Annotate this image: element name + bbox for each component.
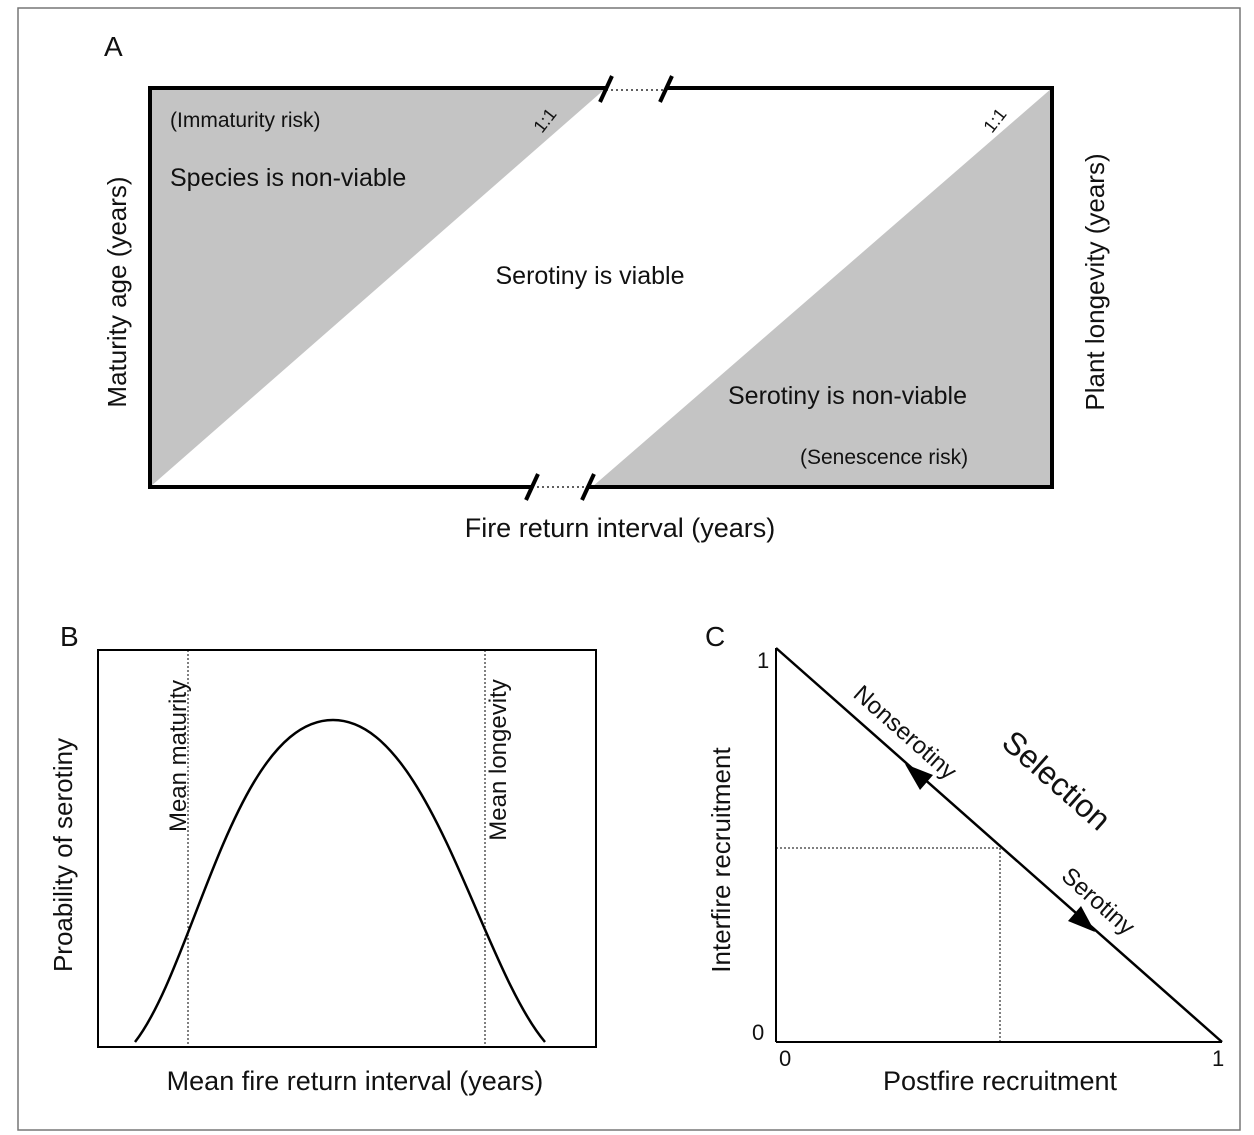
region-label: Serotiny is viable — [496, 262, 685, 290]
region-label: Serotiny is non-viable — [728, 382, 967, 410]
panel-label: B — [60, 621, 79, 652]
panel-a: A (Immaturity risk) 1:1 Species is non-v… — [102, 31, 1110, 543]
axis-value: 1 — [1212, 1046, 1224, 1071]
line-label: Mean maturity — [165, 680, 192, 832]
y-axis-label: Maturity age (years) — [102, 176, 132, 407]
break-mark — [580, 473, 596, 501]
probability-curve — [134, 718, 546, 1043]
axis-value: 0 — [752, 1020, 764, 1045]
x-axis-label: Fire return interval (years) — [465, 513, 776, 543]
x-axis-label: Mean fire return interval (years) — [167, 1066, 544, 1096]
tradeoff-line — [775, 647, 1223, 1043]
region-note: (Immaturity risk) — [170, 109, 321, 132]
panel-label: A — [104, 31, 123, 62]
frame-a-right — [588, 86, 1054, 489]
immaturity-region — [150, 88, 606, 487]
break-mark — [524, 473, 540, 501]
y-axis-label: Interfire recruitment — [706, 747, 736, 973]
panel-b: B Mean maturity Mean longevity Proabilit… — [48, 621, 597, 1096]
arrow-head — [905, 764, 933, 790]
axis-value: 1 — [757, 648, 769, 673]
arrow-head — [1068, 906, 1095, 932]
region-label: Species is non-viable — [170, 164, 406, 192]
line-label: Mean longevity — [485, 679, 512, 840]
plot-frame — [97, 649, 597, 1048]
break-mark — [658, 75, 674, 103]
panel-label: C — [705, 621, 725, 652]
break-mark — [598, 75, 614, 103]
y-axis-label: Proability of serotiny — [48, 738, 78, 972]
region-note: (Senescence risk) — [800, 446, 968, 469]
y2-axis-label: Plant longevity (years) — [1080, 153, 1110, 410]
frame-a-left — [148, 86, 606, 489]
x-axis-label: Postfire recruitment — [883, 1066, 1118, 1096]
senescence-region — [592, 88, 1052, 487]
axis-value: 0 — [779, 1046, 791, 1071]
